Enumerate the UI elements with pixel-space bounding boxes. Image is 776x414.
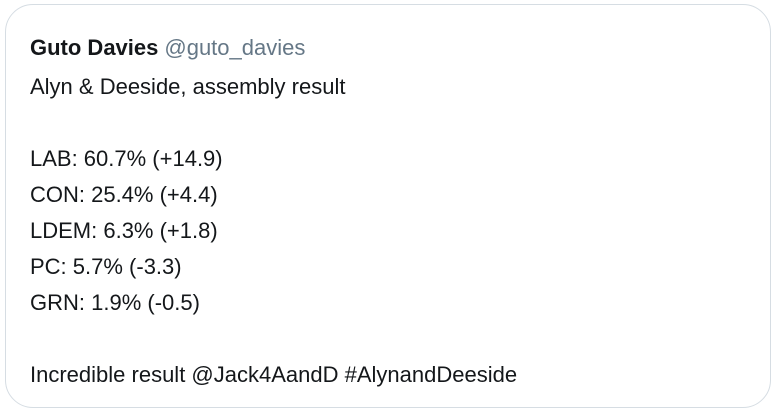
result-line-pc: PC: 5.7% (-3.3): [30, 254, 182, 279]
tweet-headline: Alyn & Deeside, assembly result: [30, 74, 346, 99]
tweet-body: Alyn & Deeside, assembly result LAB: 60.…: [30, 69, 750, 393]
result-line-con: CON: 25.4% (+4.4): [30, 182, 218, 207]
result-line-grn: GRN: 1.9% (-0.5): [30, 290, 200, 315]
tweet-closing-text: Incredible result @Jack4AandD #AlynandDe…: [30, 362, 518, 387]
blank-line: [30, 105, 750, 141]
author-handle[interactable]: @guto_davies: [164, 35, 306, 60]
result-line-lab: LAB: 60.7% (+14.9): [30, 146, 223, 171]
tweet-header: Guto Davies @guto_davies: [30, 33, 305, 63]
result-line-ldem: LDEM: 6.3% (+1.8): [30, 218, 218, 243]
author-name[interactable]: Guto Davies: [30, 35, 159, 60]
blank-line: [30, 321, 750, 357]
tweet-card: Guto Davies @guto_davies Alyn & Deeside, …: [5, 4, 771, 408]
